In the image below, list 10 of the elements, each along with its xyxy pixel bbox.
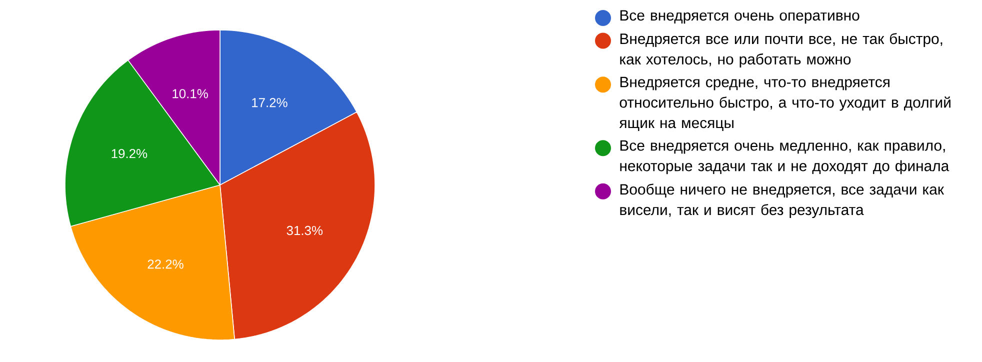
data-label: 22.2% xyxy=(148,260,184,269)
legend-label: Внедряется средне, что-то внедряется относительно быстро, а что-то уходит в долгий ящик на месяцы xyxy=(619,76,950,131)
legend-label: Внедряется все или почти все, не так быстро, как хотелось, но работать можно xyxy=(620,32,942,68)
legend-label: Вообще ничего не внедряется, все задачи как висели, так и висят без результата xyxy=(620,184,944,218)
legend-label: Все внедряется очень медленно, как правило, некоторые задачи так и не доходят до финала xyxy=(620,140,950,174)
legend-label: Все внедряется очень оперативно xyxy=(620,10,860,24)
data-label: 31.3% xyxy=(286,226,323,236)
data-label: 10.1% xyxy=(172,89,208,98)
data-label: 19.2% xyxy=(112,148,148,158)
data-label: 17.2% xyxy=(252,98,288,108)
